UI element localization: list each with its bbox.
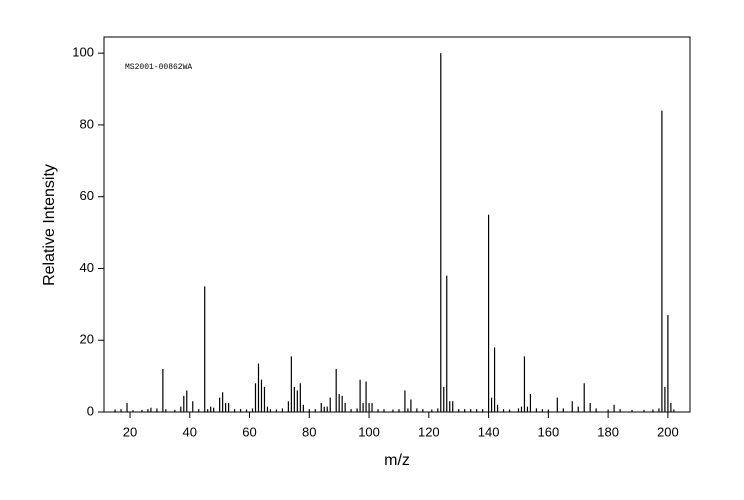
plot-frame xyxy=(103,36,691,413)
x-tick-label: 120 xyxy=(418,424,440,439)
annotation: MS2001-00862WA xyxy=(125,63,192,72)
x-tick-label: 200 xyxy=(657,424,679,439)
x-tick-label: 40 xyxy=(183,424,197,439)
x-tick-label: 180 xyxy=(597,424,619,439)
x-tick-label: 160 xyxy=(538,424,560,439)
y-tick-label: 60 xyxy=(80,188,94,203)
y-tick-label: 40 xyxy=(80,260,94,275)
y-tick-label: 0 xyxy=(87,403,94,418)
x-axis-title: m/z xyxy=(384,452,410,469)
y-tick-label: 20 xyxy=(80,332,94,347)
y-tick-label: 100 xyxy=(72,45,94,60)
y-axis-title: Relative Intensity xyxy=(41,164,58,286)
x-tick-label: 20 xyxy=(123,424,137,439)
x-tick-label: 80 xyxy=(302,424,316,439)
x-tick-label: 60 xyxy=(242,424,256,439)
y-tick-label: 80 xyxy=(80,116,94,131)
x-tick-label: 100 xyxy=(358,424,380,439)
x-tick-label: 140 xyxy=(478,424,500,439)
